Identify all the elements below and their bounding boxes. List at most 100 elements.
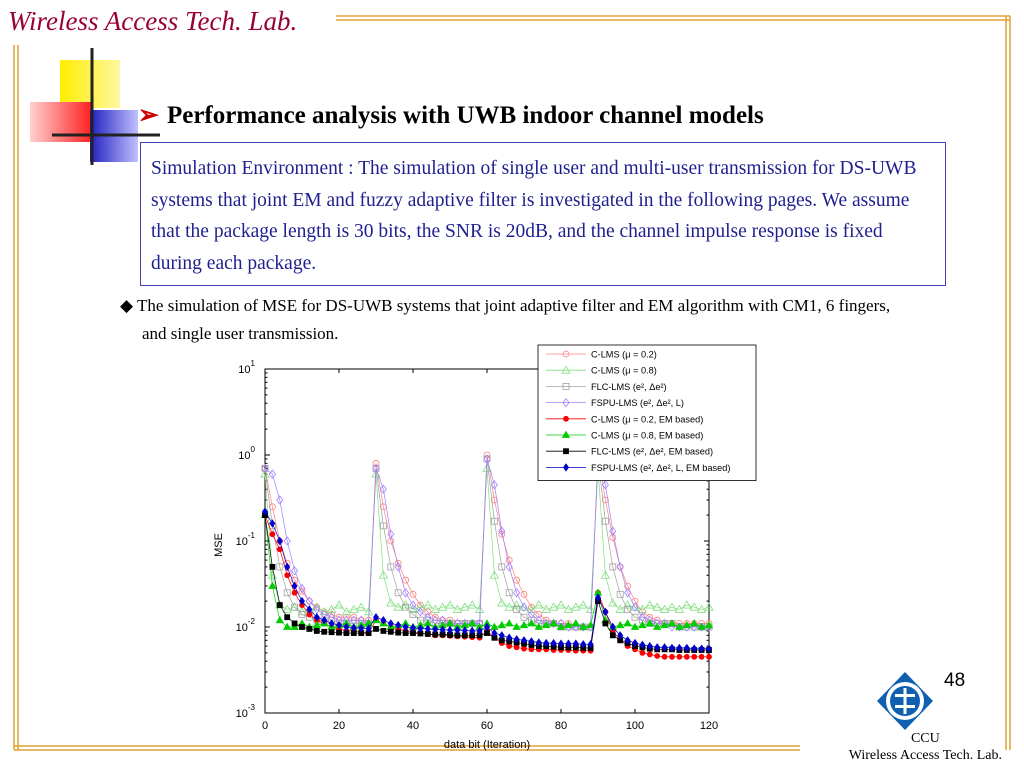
data-point [654,643,661,652]
data-point [696,604,707,613]
data-point [490,496,498,504]
x-tick-label: 40 [407,720,419,732]
data-point [445,600,455,609]
data-point [562,350,570,358]
data-point [697,622,706,630]
data-point [609,526,617,536]
legend-marker [563,415,569,422]
heading-text: Performance analysis with UWB indoor cha… [166,102,764,129]
y-tick-label: 101 [238,359,255,376]
data-point [600,570,611,579]
data-point [556,600,566,609]
data-point [595,593,601,602]
data-point [380,616,387,625]
data-point [580,640,587,649]
data-point [461,626,468,635]
data-point [291,581,298,591]
data-point [541,604,551,613]
legend-marker [563,463,569,472]
data-point [283,622,292,630]
data-point [513,588,521,598]
data-point [609,563,617,571]
data-point [652,602,662,611]
data-point [667,602,677,611]
data-point [534,622,543,630]
data-point [563,415,569,422]
data-point [319,607,329,616]
corner-decoration [30,48,160,165]
data-point [646,641,653,651]
data-point [675,622,684,630]
x-tick-label: 80 [555,720,567,732]
data-point [467,600,477,609]
data-point [630,602,640,611]
data-point [497,598,507,607]
legend-label: FSPU-LMS (e², Δe², L, EM based) [591,463,730,473]
data-point [513,635,520,644]
data-point [704,620,714,629]
simulation-description: ◆ The simulation of MSE for DS-UWB syste… [120,292,902,348]
data-point [290,622,299,630]
data-point [269,519,276,528]
data-point [482,463,492,472]
data-point [602,620,609,627]
data-point [550,638,557,648]
data-point [282,604,292,613]
data-point [520,613,528,621]
data-point [506,643,513,649]
data-point [498,631,505,640]
data-point [306,605,313,614]
data-point [489,570,500,579]
data-point [543,638,550,648]
data-point [513,644,520,651]
legend-marker [562,382,570,390]
data-point [497,620,506,629]
data-point [415,602,426,611]
data-point [520,590,528,598]
data-point [498,563,506,571]
data-point [616,590,624,598]
data-point [638,620,647,629]
data-point [276,495,284,505]
data-point [691,653,698,660]
data-point [571,619,580,627]
data-point [372,463,380,473]
data-point [432,625,439,634]
data-point [437,602,448,611]
y-tick-label: 10-3 [236,703,256,720]
y-tick-label: 10-2 [236,617,256,634]
data-point [674,604,685,613]
page-number: 48 [944,670,966,691]
data-point [393,602,403,611]
data-point [291,603,299,611]
data-point [572,639,579,648]
data-point [439,625,446,634]
data-point [562,382,570,390]
data-point [260,469,270,478]
data-point [661,653,668,660]
data-point [624,588,632,598]
data-point [409,600,417,610]
data-point [387,563,395,571]
data-point [409,590,417,598]
legend-marker [561,365,571,374]
data-point [548,602,559,611]
data-point [343,630,350,636]
legend-marker [563,448,569,455]
data-point [630,622,640,630]
series-8 [262,507,712,653]
data-point [578,600,588,609]
data-point [409,611,417,618]
data-point [639,608,646,616]
data-point [268,581,277,589]
legend-label: C-LMS (μ = 0.2, EM based) [591,414,703,424]
data-point [402,622,409,632]
data-point [395,629,402,636]
data-point [460,602,470,611]
data-point [402,588,410,598]
data-point [609,622,616,632]
data-point [534,600,544,609]
data-point [639,649,646,656]
